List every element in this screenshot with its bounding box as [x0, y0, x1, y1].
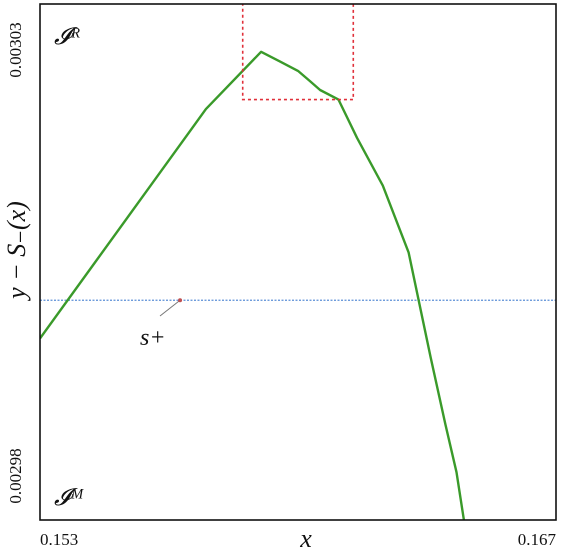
plot-area [40, 4, 556, 520]
plot-layer [40, 4, 556, 520]
highlight-box [241, 4, 355, 101]
annotation-point [178, 298, 183, 303]
region-label-top: 𝓘ᴿ [54, 24, 81, 50]
plot-frame [39, 3, 557, 521]
annotation-label: s+ [140, 325, 166, 351]
x-tick-right: 0.167 [518, 530, 557, 549]
y-axis-label: y − S₋(x) [2, 201, 31, 302]
y-tick-bottom: 0.00298 [6, 448, 25, 503]
annotation-arrow [159, 299, 181, 317]
x-axis-label: x [299, 524, 312, 552]
series-line-0 [40, 50, 466, 520]
region-label-bottom: 𝓘ᴹ [54, 485, 84, 511]
y-tick-top: 0.00303 [6, 22, 25, 77]
x-tick-left: 0.153 [40, 530, 78, 549]
